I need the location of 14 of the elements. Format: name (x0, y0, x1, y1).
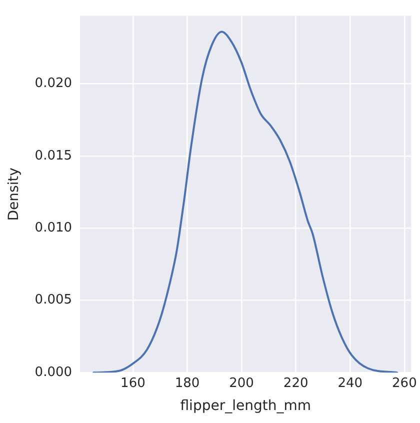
y-tick-label: 0.020 (34, 76, 72, 92)
x-tick-label: 260 (392, 376, 417, 391)
y-tick-label: 0.010 (34, 220, 72, 236)
x-tick-label: 200 (229, 376, 254, 391)
x-tick-label: 180 (174, 376, 200, 391)
x-tick-label: 220 (283, 376, 308, 391)
y-axis-title: Density (6, 168, 22, 221)
x-axis-title: flipper_length_mm (180, 398, 311, 414)
x-tick-label: 240 (338, 376, 363, 391)
y-tick-label: 0.015 (34, 148, 72, 164)
y-tick-label: 0.005 (34, 292, 72, 308)
line-series (92, 30, 398, 373)
y-tick-label: 0.000 (34, 364, 72, 380)
x-tick-label: 160 (120, 376, 146, 391)
